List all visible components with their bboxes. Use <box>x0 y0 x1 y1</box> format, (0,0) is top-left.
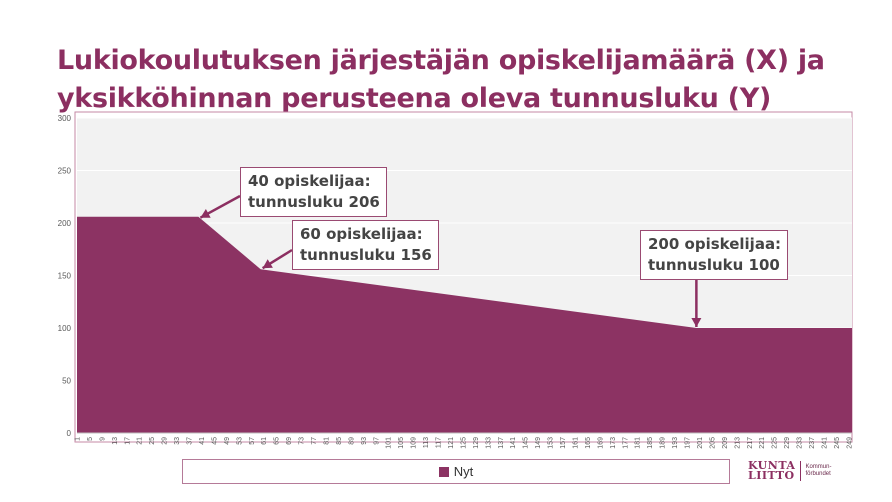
x-tick-label: 169 <box>597 437 604 449</box>
x-tick-label: 213 <box>734 437 741 449</box>
y-tick-label: 200 <box>58 219 72 228</box>
x-tick-label: 37 <box>187 437 194 445</box>
x-tick-label: 185 <box>647 437 654 449</box>
x-tick-label: 189 <box>660 437 667 449</box>
x-tick-label: 1 <box>75 437 82 441</box>
title-line-1: Lukiokoulutuksen järjestäjän opiskelijam… <box>57 45 825 76</box>
logo-text: Kommun- <box>805 464 832 470</box>
x-tick-label: 245 <box>834 437 841 449</box>
x-tick-label: 209 <box>722 437 729 449</box>
x-tick-label: 93 <box>361 437 368 445</box>
x-tick-label: 193 <box>672 437 679 449</box>
callout-60-students: 60 opiskelijaa: tunnusluku 156 <box>292 220 439 270</box>
logo-text: förbundet <box>805 471 831 477</box>
y-tick-label: 300 <box>58 114 72 123</box>
x-tick-label: 197 <box>685 437 692 449</box>
y-tick-label: 250 <box>58 167 72 176</box>
callout-40-students: 40 opiskelijaa: tunnusluku 206 <box>240 167 387 217</box>
callout-arrowhead <box>200 208 211 218</box>
x-tick-label: 61 <box>261 437 268 445</box>
chart-title: Lukiokoulutuksen järjestäjän opiskelijam… <box>57 42 857 118</box>
x-tick-label: 57 <box>249 437 256 445</box>
x-tick-label: 41 <box>199 437 206 445</box>
x-tick-label: 29 <box>162 437 169 445</box>
logo-text: LIITTO <box>748 469 795 482</box>
y-tick-label: 150 <box>58 272 72 281</box>
x-tick-label: 161 <box>572 437 579 449</box>
x-tick-label: 137 <box>498 437 505 449</box>
chart-legend: Nyt <box>182 459 730 484</box>
callout-line: 200 opiskelijaa: <box>648 235 782 253</box>
logo-text: KUNTA <box>748 459 796 472</box>
x-tick-label: 53 <box>236 437 243 445</box>
logo-wordmark: KUNTA LIITTO <box>748 459 802 482</box>
x-tick-label: 9 <box>99 437 106 441</box>
x-tick-label: 233 <box>797 437 804 449</box>
x-tick-label: 225 <box>772 437 779 449</box>
x-tick-label: 173 <box>610 437 617 449</box>
x-tick-label: 69 <box>286 437 293 445</box>
x-tick-label: 33 <box>174 437 181 445</box>
callout-line: tunnusluku 206 <box>248 193 380 211</box>
x-tick-label: 109 <box>411 437 418 449</box>
x-tick-label: 117 <box>436 437 443 448</box>
callout-line: 60 opiskelijaa: <box>300 225 423 243</box>
x-tick-label: 17 <box>124 437 131 445</box>
x-tick-label: 141 <box>510 437 517 449</box>
x-tick-label: 157 <box>560 437 567 449</box>
x-tick-label: 237 <box>809 437 816 449</box>
x-tick-label: 153 <box>548 437 555 449</box>
x-tick-label: 77 <box>311 437 318 445</box>
callout-arrowhead <box>691 318 702 327</box>
callout-line: tunnusluku 156 <box>300 246 432 264</box>
x-tick-label: 165 <box>585 437 592 449</box>
legend-label: Nyt <box>453 464 474 479</box>
x-tick-label: 105 <box>398 437 405 449</box>
callout-200-students: 200 opiskelijaa: tunnusluku 100 <box>640 230 789 280</box>
x-tick-label: 49 <box>224 437 231 445</box>
x-tick-label: 13 <box>112 437 119 445</box>
y-tick-label: 50 <box>62 377 71 386</box>
legend-swatch <box>438 466 449 477</box>
kuntaliitto-logo: KUNTA LIITTO Kommun- förbundet <box>748 459 831 482</box>
x-tick-label: 133 <box>485 437 492 449</box>
x-tick-label: 89 <box>348 437 355 445</box>
x-tick-label: 25 <box>149 437 156 445</box>
x-tick-label: 205 <box>709 437 716 449</box>
x-tick-label: 177 <box>622 437 629 449</box>
x-tick-label: 101 <box>386 437 393 449</box>
callout-arrowhead <box>262 259 273 269</box>
y-tick-label: 100 <box>58 324 72 333</box>
y-tick-label: 0 <box>67 429 72 438</box>
x-tick-label: 145 <box>523 437 530 449</box>
x-tick-label: 45 <box>211 437 218 445</box>
x-tick-label: 241 <box>821 437 828 449</box>
x-tick-label: 85 <box>336 437 343 445</box>
title-line-2: yksikköhinnan perusteena oleva tunnusluk… <box>57 83 771 114</box>
callout-line: tunnusluku 100 <box>648 256 780 274</box>
x-tick-label: 97 <box>373 437 380 445</box>
logo-subtext: Kommun- förbundet <box>801 464 831 478</box>
x-tick-label: 5 <box>87 437 94 441</box>
callout-line: 40 opiskelijaa: <box>248 172 371 190</box>
x-tick-label: 229 <box>784 437 791 449</box>
x-tick-label: 113 <box>423 437 430 448</box>
x-tick-label: 73 <box>299 437 306 445</box>
x-tick-label: 221 <box>759 437 766 449</box>
x-tick-label: 181 <box>635 437 642 449</box>
x-tick-label: 149 <box>535 437 542 449</box>
area-series-nyt <box>77 216 852 433</box>
x-tick-label: 81 <box>323 437 330 445</box>
x-tick-label: 217 <box>747 437 754 449</box>
x-tick-label: 125 <box>460 437 467 449</box>
x-tick-label: 129 <box>473 437 480 449</box>
x-tick-label: 65 <box>274 437 281 445</box>
x-tick-label: 121 <box>448 437 455 449</box>
x-tick-label: 21 <box>137 437 144 445</box>
x-tick-label: 201 <box>697 437 704 449</box>
x-tick-label: 249 <box>846 437 853 449</box>
